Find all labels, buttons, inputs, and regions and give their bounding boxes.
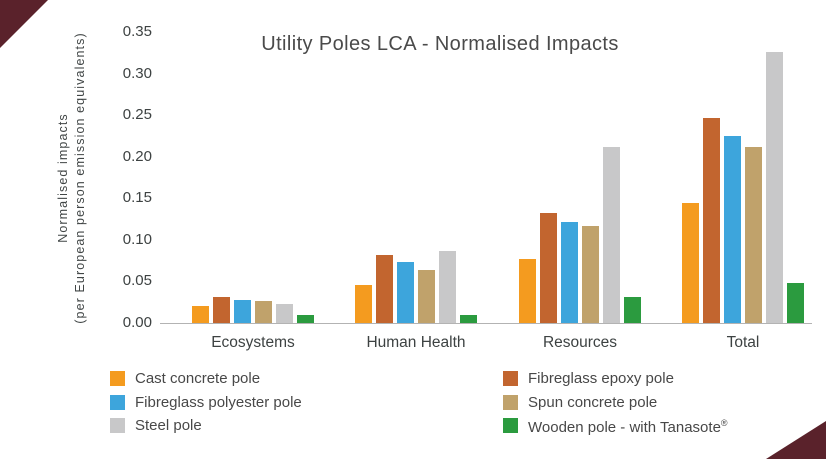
legend-label: Fibreglass epoxy pole: [528, 370, 674, 388]
bar: [787, 283, 804, 323]
y-tick-label: 0.20: [122, 147, 152, 165]
bar: [540, 213, 557, 323]
bar: [255, 301, 272, 323]
bar: [276, 304, 293, 323]
x-category-label: Ecosystems: [211, 334, 295, 351]
legend-label: Cast concrete pole: [135, 370, 261, 388]
y-axis-label-line2: (per European person emission equivalent…: [73, 32, 87, 324]
legend-label: Fibreglass polyester pole: [135, 393, 302, 411]
legend-item: Spun concrete pole: [503, 393, 728, 411]
y-tick-label: 0.05: [122, 272, 152, 290]
x-category-label: Resources: [542, 334, 618, 351]
corner-decoration-top-left: [0, 0, 48, 48]
bar: [213, 297, 230, 323]
bar: [234, 300, 251, 323]
bar: [439, 251, 456, 323]
bar: [703, 118, 720, 323]
bar: [745, 147, 762, 323]
registered-mark: ®: [720, 418, 728, 429]
bar: [582, 226, 599, 323]
legend-column-left: Cast concrete pole Fibreglass polyester p…: [110, 371, 302, 442]
bar: [397, 262, 414, 323]
legend-label: Spun concrete pole: [528, 393, 658, 411]
bar-group: [355, 251, 477, 323]
legend-item: Fibreglass epoxy pole: [503, 371, 728, 387]
bar: [418, 270, 435, 323]
plot-area: [160, 32, 812, 324]
bar: [460, 315, 477, 323]
bar-group: [192, 297, 314, 323]
bar: [355, 285, 372, 323]
bar: [624, 297, 641, 323]
bar: [192, 306, 209, 323]
bar: [519, 259, 536, 323]
y-tick-label: 0.10: [122, 230, 152, 248]
legend-swatch: [110, 371, 125, 387]
legend-swatch: [110, 418, 125, 434]
legend-label: Steel pole: [135, 417, 202, 435]
bar-group: [519, 147, 641, 323]
legend-column-right: Fibreglass epoxy pole Spun concrete pole W…: [503, 371, 728, 442]
bar: [724, 136, 741, 323]
x-category-label: Total: [726, 334, 760, 351]
bar: [561, 222, 578, 323]
bar: [766, 52, 783, 323]
bar: [682, 203, 699, 323]
bar: [297, 315, 314, 323]
legend-item: Steel pole: [110, 418, 302, 434]
legend-item: Wooden pole - with Tanasote®: [503, 418, 728, 437]
bar-group: [682, 52, 804, 323]
legend-label: Wooden pole - with Tanasote®: [528, 418, 728, 437]
y-tick-label: 0.00: [122, 314, 152, 331]
y-tick-label: 0.30: [122, 64, 152, 82]
bar: [376, 255, 393, 323]
legend-item: Fibreglass polyester pole: [110, 393, 302, 411]
bar: [603, 147, 620, 323]
legend-swatch: [503, 394, 518, 410]
legend-swatch: [110, 394, 125, 410]
legend-swatch: [503, 418, 518, 434]
corner-decoration-bottom-right: [766, 421, 826, 459]
y-tick-label: 0.35: [122, 23, 152, 40]
x-category-label: Human Health: [366, 334, 466, 351]
y-tick-label: 0.15: [122, 189, 152, 207]
y-tick-label: 0.25: [122, 106, 152, 124]
chart-title: Utility Poles LCA - Normalised Impacts: [261, 33, 619, 55]
legend-swatch: [503, 371, 518, 387]
y-axis-label-line1: Normalised impacts: [56, 113, 70, 243]
legend-item: Cast concrete pole: [110, 371, 302, 387]
